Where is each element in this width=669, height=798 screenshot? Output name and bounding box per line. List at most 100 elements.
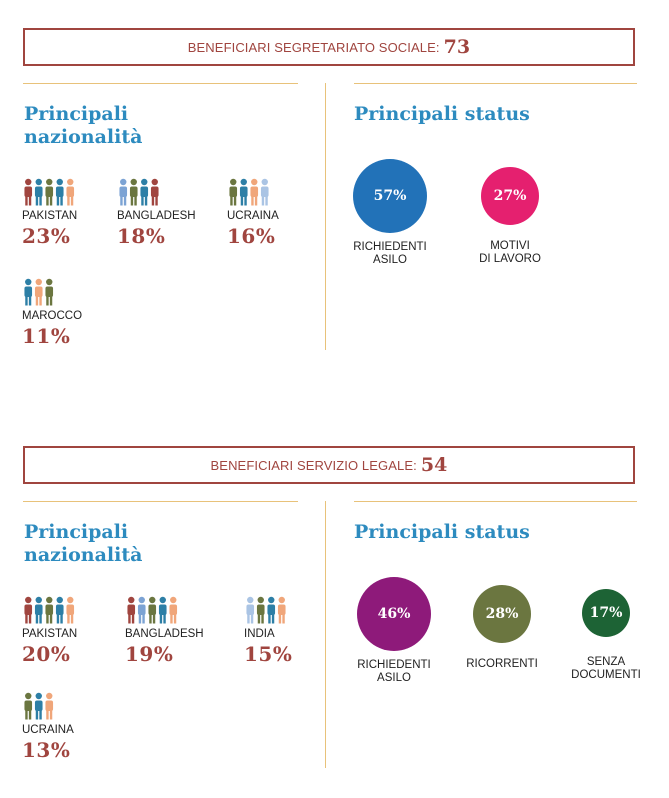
nationality-name: UCRAINA: [227, 210, 279, 222]
person-icon: [229, 178, 238, 206]
status-item: 57% RICHIEDENTI ASILO: [350, 159, 430, 267]
status-circle: 27%: [481, 167, 539, 225]
nationality-item: INDIA 15%: [244, 594, 354, 666]
status-circle: 57%: [353, 159, 427, 233]
nationality-item: BANGLADESH 18%: [117, 176, 227, 248]
banner-label: BENEFICIARI SERVIZIO LEGALE:: [210, 457, 417, 473]
status-item: 27% MOTIVI DI LAVORO: [470, 167, 550, 266]
nationality-percent: 15%: [244, 642, 293, 666]
nationality-item: MAROCCO 11%: [22, 276, 132, 348]
nationality-item: BANGLADESH 19%: [125, 594, 235, 666]
status-heading: Principali status: [354, 103, 530, 125]
person-icon: [45, 692, 54, 720]
status-label: SENZA DOCUMENTI: [571, 656, 641, 681]
person-icon: [34, 692, 43, 720]
status-label: RICORRENTI: [466, 658, 538, 670]
person-icon: [137, 596, 146, 624]
status-heading: Principali status: [354, 521, 530, 543]
person-icon: [66, 596, 75, 624]
people-pictogram: [119, 178, 159, 206]
person-icon: [34, 178, 43, 206]
status-circle: 46%: [357, 577, 431, 651]
nationality-item: UCRAINA 16%: [227, 176, 337, 248]
people-icons: [125, 594, 235, 624]
person-icon: [24, 692, 33, 720]
people-icons: [227, 176, 337, 206]
person-icon: [24, 178, 33, 206]
status-circle: 28%: [473, 585, 531, 643]
status-item: 28% RICORRENTI: [462, 585, 542, 671]
person-icon: [246, 596, 255, 624]
people-pictogram: [24, 596, 75, 624]
person-icon: [34, 278, 43, 306]
banner-value: 73: [443, 36, 471, 58]
person-icon: [24, 278, 33, 306]
nationality-item: PAKISTAN 20%: [22, 594, 132, 666]
people-icons: [117, 176, 227, 206]
person-icon: [129, 178, 138, 206]
nationality-item: UCRAINA 13%: [22, 690, 132, 762]
person-icon: [127, 596, 136, 624]
person-icon: [250, 178, 259, 206]
nationality-name: BANGLADESH: [117, 210, 196, 222]
banner-label: BENEFICIARI SEGRETARIATO SOCIALE:: [187, 39, 440, 55]
person-icon: [158, 596, 167, 624]
nationalities-heading: Principali nazionalità: [24, 103, 143, 148]
nationality-percent: 19%: [125, 642, 174, 666]
person-icon: [239, 178, 248, 206]
divider-left: [23, 83, 298, 84]
nationality-name: BANGLADESH: [125, 628, 204, 640]
nationality-percent: 13%: [22, 738, 71, 762]
divider-right: [354, 501, 637, 502]
people-pictogram: [24, 178, 75, 206]
nationality-name: UCRAINA: [22, 724, 74, 736]
people-icons: [244, 594, 354, 624]
nationality-percent: 16%: [227, 224, 276, 248]
person-icon: [24, 596, 33, 624]
nationality-percent: 11%: [22, 324, 71, 348]
beneficiaries-banner: BENEFICIARI SERVIZIO LEGALE: 54: [23, 446, 635, 484]
divider-right: [354, 83, 637, 84]
nationality-name: MAROCCO: [22, 310, 83, 322]
status-item: 17% SENZA DOCUMENTI: [566, 589, 646, 682]
beneficiaries-banner: BENEFICIARI SEGRETARIATO SOCIALE: 73: [23, 28, 635, 66]
status-item: 46% RICHIEDENTI ASILO: [354, 577, 434, 685]
status-label: RICHIEDENTI ASILO: [357, 659, 431, 684]
person-icon: [66, 178, 75, 206]
divider-vertical: [325, 83, 326, 350]
status-label: RICHIEDENTI ASILO: [353, 241, 427, 266]
people-icons: [22, 690, 132, 720]
person-icon: [45, 596, 54, 624]
person-icon: [267, 596, 276, 624]
status-circle: 17%: [582, 589, 630, 637]
section-segretariato-sociale: BENEFICIARI SEGRETARIATO SOCIALE: 73 Pri…: [0, 0, 669, 380]
person-icon: [277, 596, 286, 624]
status-label: MOTIVI DI LAVORO: [479, 240, 541, 265]
people-icons: [22, 176, 132, 206]
people-icons: [22, 276, 132, 306]
nationality-item: PAKISTAN 23%: [22, 176, 132, 248]
banner-value: 54: [420, 454, 448, 476]
person-icon: [148, 596, 157, 624]
nationality-name: PAKISTAN: [22, 210, 78, 222]
people-icons: [22, 594, 132, 624]
person-icon: [140, 178, 149, 206]
nationality-percent: 18%: [117, 224, 166, 248]
person-icon: [169, 596, 178, 624]
people-pictogram: [246, 596, 286, 624]
section-servizio-legale: BENEFICIARI SERVIZIO LEGALE: 54 Principa…: [0, 418, 669, 798]
nationality-name: PAKISTAN: [22, 628, 78, 640]
person-icon: [119, 178, 128, 206]
person-icon: [55, 596, 64, 624]
person-icon: [260, 178, 269, 206]
person-icon: [45, 178, 54, 206]
divider-left: [23, 501, 298, 502]
nationality-name: INDIA: [244, 628, 275, 640]
person-icon: [34, 596, 43, 624]
people-pictogram: [24, 692, 54, 720]
nationality-percent: 23%: [22, 224, 71, 248]
person-icon: [150, 178, 159, 206]
nationalities-heading: Principali nazionalità: [24, 521, 143, 566]
people-pictogram: [229, 178, 269, 206]
person-icon: [256, 596, 265, 624]
